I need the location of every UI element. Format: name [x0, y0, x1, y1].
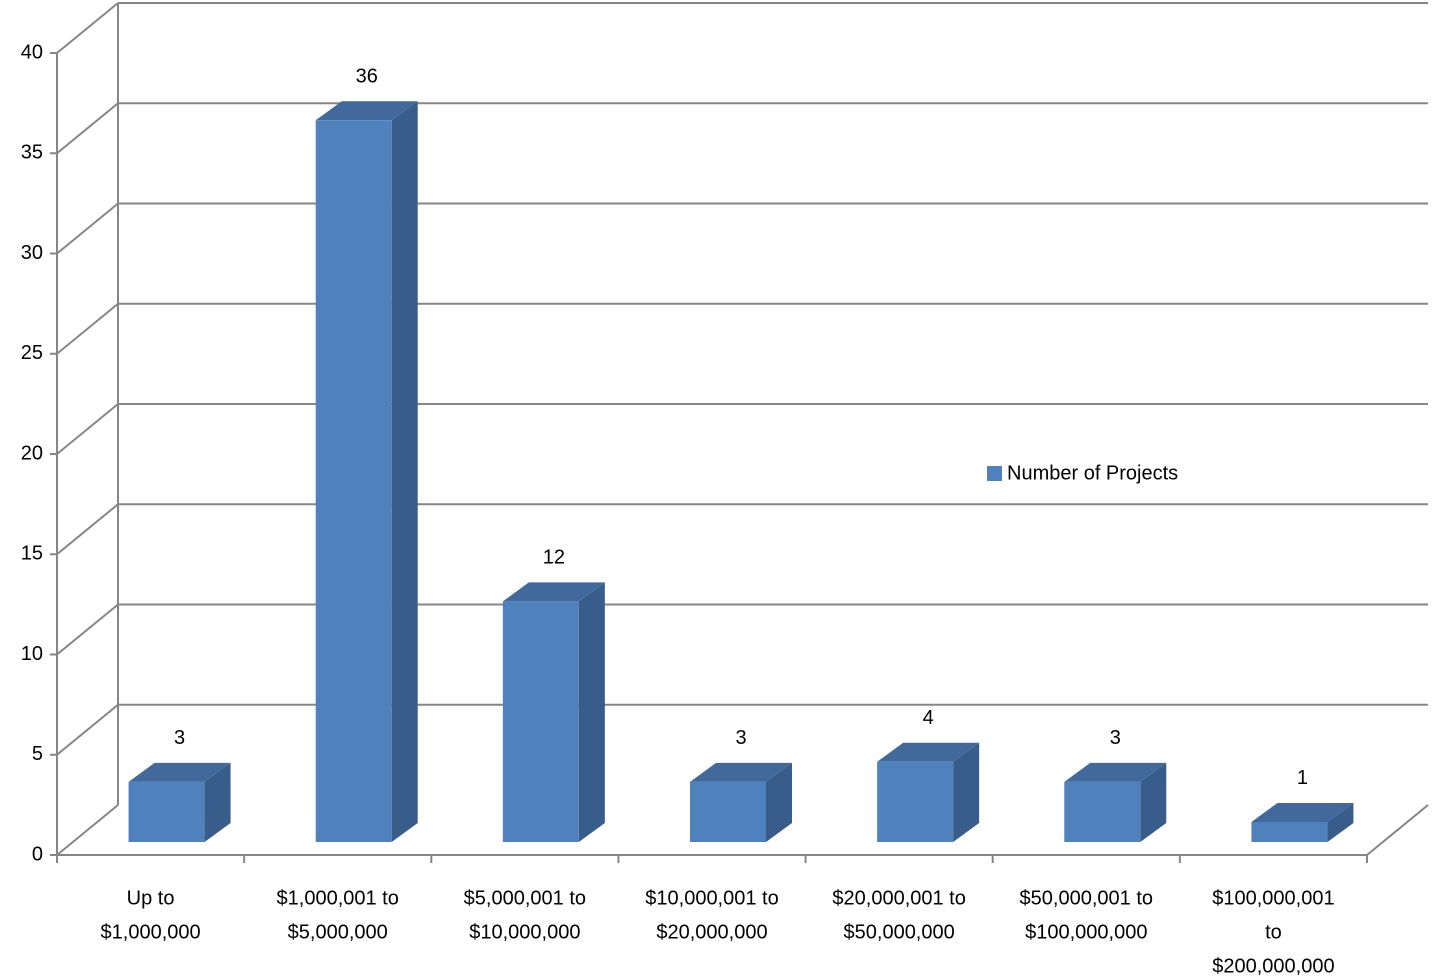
data-label: 36 [356, 65, 378, 87]
bar-face [877, 761, 954, 842]
y-tick-label: 5 [32, 743, 43, 765]
bar-face [128, 762, 231, 782]
bar-face [1140, 762, 1167, 842]
data-label: 3 [174, 727, 185, 749]
bar-face [1064, 762, 1167, 782]
x-tick-label: $10,000,000 [469, 921, 580, 943]
bar [690, 762, 792, 842]
bar [877, 742, 980, 842]
bar-face [690, 781, 766, 842]
x-tick-label: $200,000,000 [1212, 955, 1334, 977]
bar [502, 582, 605, 842]
data-label: 3 [735, 727, 746, 749]
bar-face [877, 742, 980, 762]
bar-face [502, 582, 605, 602]
grid-line [56, 804, 119, 856]
data-label: 12 [543, 547, 565, 569]
bar-face [1251, 802, 1354, 822]
bar-face [766, 762, 792, 842]
data-label: 1 [1297, 767, 1308, 789]
x-tick-label: $20,000,000 [656, 921, 767, 943]
x-tick-label: $5,000,001 to [464, 887, 586, 909]
bar-face [128, 781, 205, 842]
x-tick-label: Up to [127, 887, 175, 909]
bar [315, 101, 418, 842]
grid-line [56, 302, 119, 355]
y-tick-label: 25 [21, 342, 43, 364]
y-tick-label: 0 [32, 843, 43, 865]
x-tick-label: $50,000,001 to [1020, 887, 1153, 909]
bar-face [1327, 802, 1354, 842]
y-tick-label: 40 [21, 41, 43, 63]
legend-swatch [987, 466, 1002, 481]
bar-face [1251, 821, 1328, 842]
data-label: 3 [1110, 727, 1121, 749]
grid-line [56, 503, 119, 556]
grid-line [56, 202, 119, 255]
x-tick-label: $1,000,001 to [277, 887, 399, 909]
x-tick-label: $50,000,000 [844, 921, 955, 943]
y-tick-label: 35 [21, 142, 43, 164]
bar [128, 762, 231, 842]
x-tick-label: to [1265, 921, 1282, 943]
legend-label: Number of Projects [1007, 462, 1178, 484]
bar-face [578, 582, 605, 842]
bar-face [690, 762, 792, 782]
data-label: 4 [923, 707, 934, 729]
x-tick-label: $100,000,000 [1025, 921, 1147, 943]
x-tick-label: $20,000,001 to [832, 887, 965, 909]
bar-face [953, 742, 980, 842]
y-tick-label: 30 [21, 242, 43, 264]
bar-face [315, 120, 392, 842]
y-tick-label: 20 [21, 442, 43, 464]
bar-face [315, 101, 418, 121]
grid-line [56, 603, 119, 656]
grid-line [56, 102, 119, 155]
bar-face [1064, 781, 1141, 842]
bar [1251, 802, 1354, 842]
bar-face [204, 762, 231, 842]
x-tick-label: $10,000,001 to [645, 887, 778, 909]
floor-edge [1366, 804, 1429, 856]
y-tick-label: 10 [21, 643, 43, 665]
x-tick-label: $100,000,001 [1212, 887, 1334, 909]
x-tick-label: $5,000,000 [288, 921, 388, 943]
bar-face [502, 601, 579, 842]
grid-line [56, 403, 119, 455]
bar [1064, 762, 1167, 842]
grid-line [56, 703, 119, 756]
y-tick-label: 15 [21, 543, 43, 565]
bar-face [391, 101, 418, 842]
grid-line [56, 2, 119, 54]
x-tick-label: $1,000,000 [101, 921, 201, 943]
